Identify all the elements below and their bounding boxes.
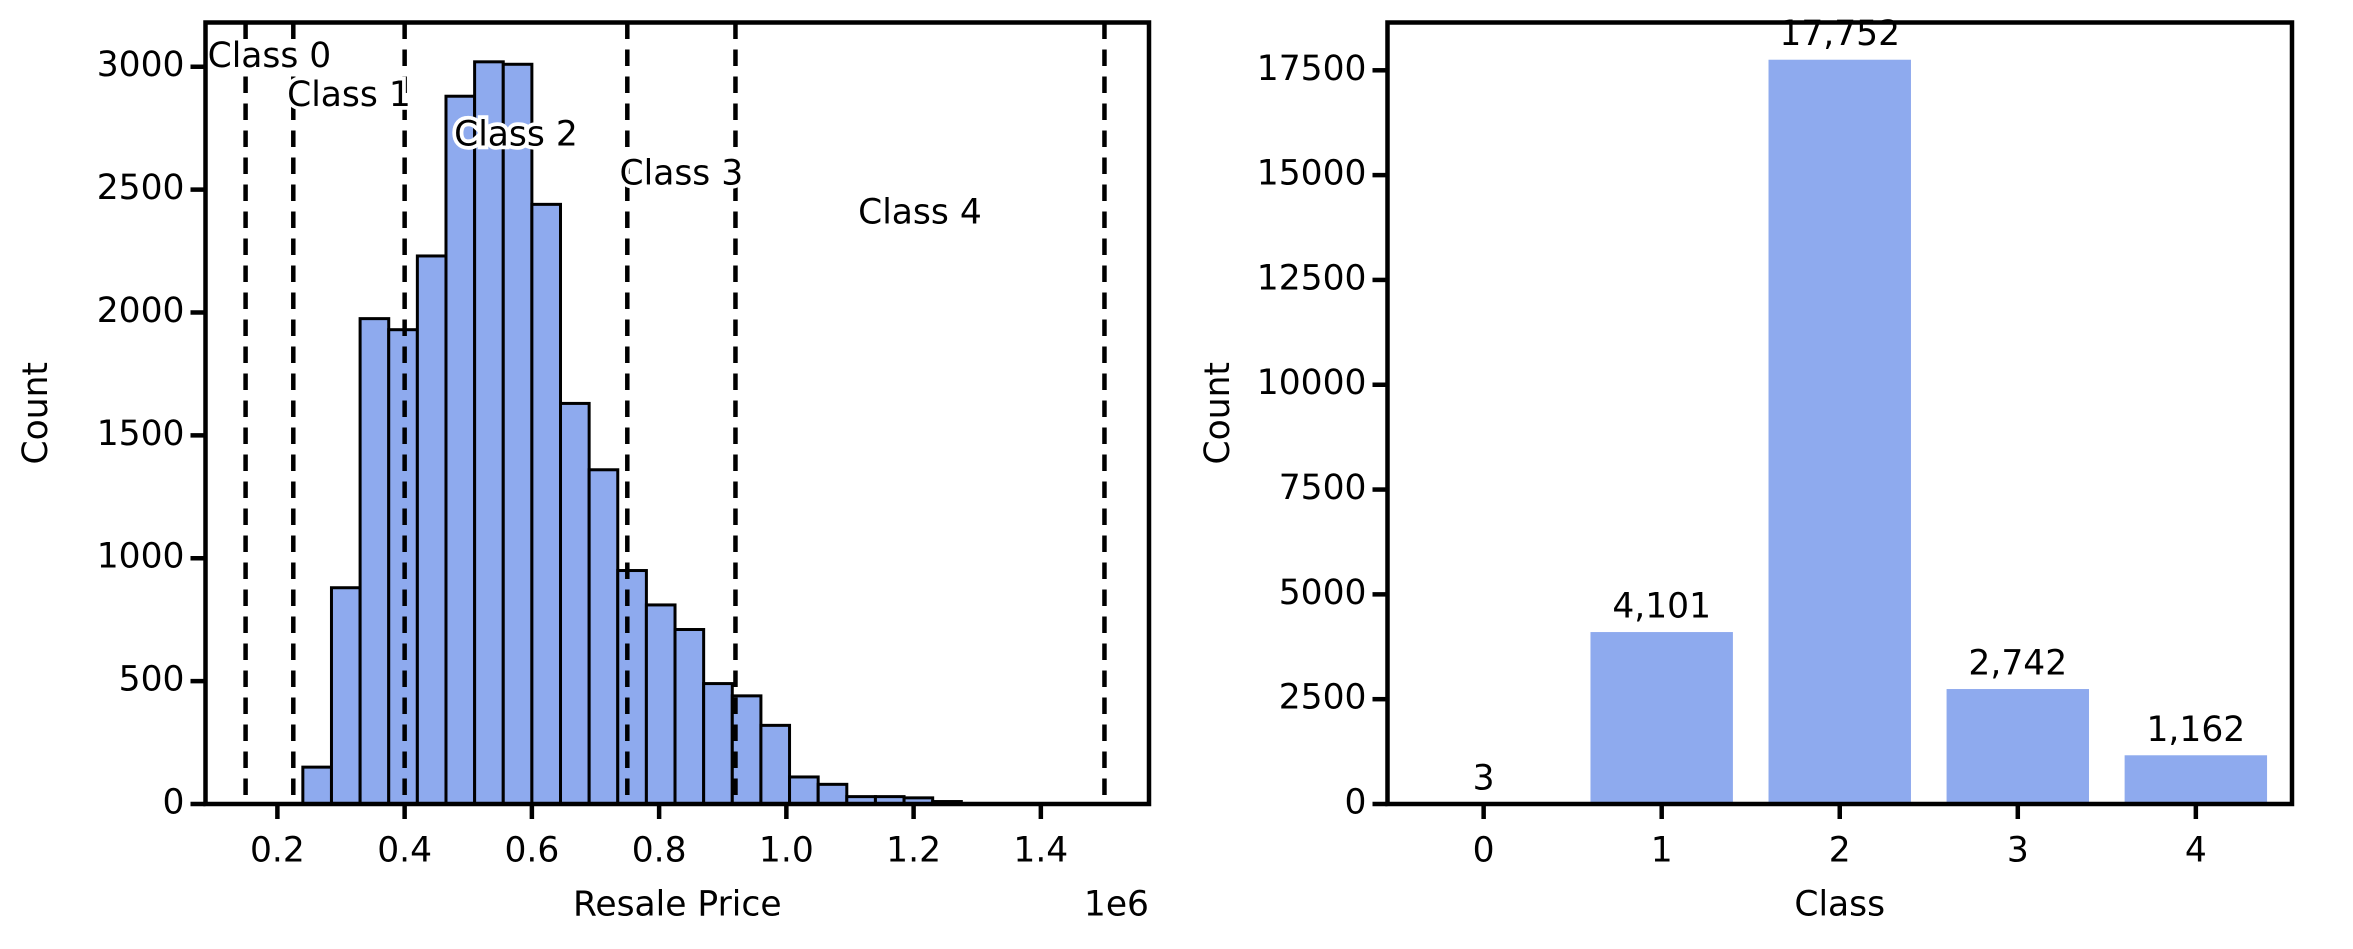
- y-tick-label: 10000: [1257, 363, 1367, 403]
- value-label: 2,742: [1968, 644, 2067, 684]
- histogram-bar: [788, 775, 820, 806]
- histogram-bar: [816, 782, 849, 806]
- x-tick-label: 0.6: [504, 830, 559, 870]
- y-tick-label: 1000: [97, 537, 185, 577]
- y-tick-label: 7500: [1279, 468, 1367, 508]
- histogram-bar: [587, 468, 620, 806]
- y-tick-label: 500: [119, 660, 185, 700]
- x-tick-label: 0.8: [632, 830, 687, 870]
- x-tick-label: 1.4: [1013, 830, 1068, 870]
- histogram-bar: [759, 723, 792, 806]
- y-tick-label: 17500: [1257, 49, 1367, 89]
- class-annotation: Class 2: [454, 114, 578, 154]
- x-tick-label: 0.2: [250, 830, 305, 870]
- x-tick-label: 1: [1651, 830, 1673, 870]
- x-tick-label: 4: [2185, 830, 2207, 870]
- x-axis-label: Resale Price: [573, 884, 782, 924]
- bar: [1768, 59, 1911, 804]
- y-tick-label: 0: [1345, 782, 1367, 822]
- bar: [1590, 632, 1733, 804]
- x-tick-label: 2: [1829, 830, 1851, 870]
- histogram-bar: [415, 254, 448, 806]
- histogram-bar: [530, 202, 563, 806]
- y-tick-label: 15000: [1257, 154, 1367, 194]
- y-axis-label: Count: [16, 362, 56, 464]
- histogram-bar: [301, 765, 333, 806]
- histogram-bar: [473, 60, 505, 806]
- y-tick-label: 5000: [1279, 573, 1367, 613]
- y-tick-label: 2500: [1279, 678, 1367, 718]
- class-annotation: Class 3: [620, 153, 744, 193]
- histogram-bar: [444, 94, 477, 806]
- histogram-bar: [644, 603, 677, 806]
- histogram-bar: [673, 628, 706, 806]
- x-offset-label: 1e6: [1084, 884, 1149, 924]
- y-axis-label: Count: [1198, 362, 1238, 464]
- histogram-bar: [559, 401, 591, 806]
- x-tick-label: 0.4: [377, 830, 432, 870]
- bar: [2124, 755, 2268, 804]
- histogram-bar: [329, 586, 362, 806]
- value-label: 17,752: [1779, 14, 1900, 54]
- histogram-bar: [702, 682, 734, 806]
- x-axis-label: Class: [1794, 884, 1885, 924]
- y-tick-label: 12500: [1257, 258, 1367, 298]
- x-tick-label: 3: [2007, 830, 2029, 870]
- value-label: 4,101: [1612, 587, 1711, 627]
- histogram-bar: [501, 62, 534, 806]
- value-label: 3: [1473, 758, 1495, 798]
- bar: [1946, 689, 2090, 804]
- histogram-bar: [616, 569, 648, 806]
- axes-frame: [1385, 20, 2295, 807]
- x-tick-label: 1.0: [759, 830, 814, 870]
- y-tick-label: 1500: [97, 414, 185, 454]
- y-tick-label: 0: [163, 782, 185, 822]
- x-tick-label: 1.2: [886, 830, 941, 870]
- y-tick-label: 2500: [97, 168, 185, 208]
- y-tick-label: 2000: [97, 291, 185, 331]
- x-tick-label: 0: [1473, 830, 1495, 870]
- axes-frame: [203, 20, 1152, 807]
- y-tick-label: 3000: [97, 45, 185, 85]
- class-annotation: Class 4: [858, 192, 982, 232]
- histogram-bar: [358, 317, 391, 806]
- class-annotation: Class 0: [208, 36, 332, 76]
- class-annotation: Class 1: [287, 75, 411, 115]
- value-label: 1,162: [2146, 710, 2245, 750]
